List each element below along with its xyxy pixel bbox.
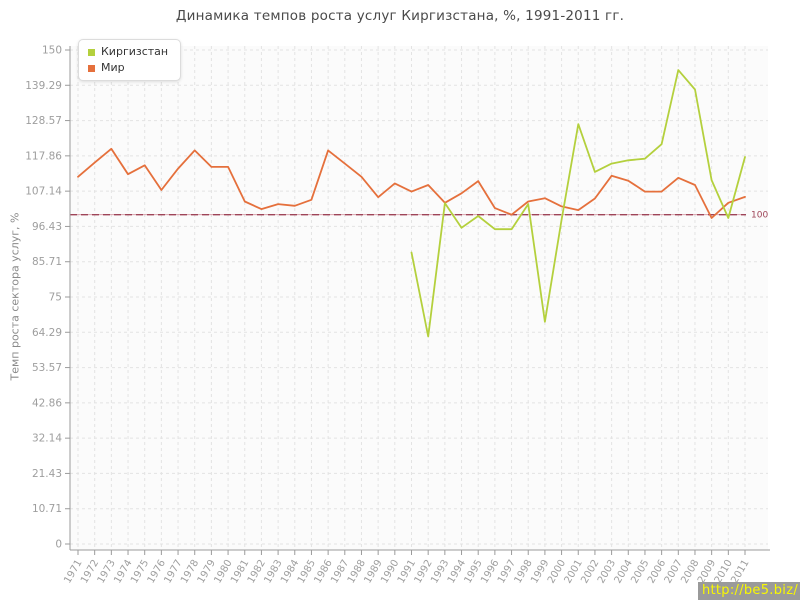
chart-legend: Киргизстан Мир [78,39,182,81]
series-line-Мир [77,147,746,219]
y-tick-label: 96.43 [32,221,62,233]
y-tick-label: 10.71 [32,503,62,515]
series-line-Киргизстан [410,69,746,338]
legend-item-kyrgyzstan: Киргизстан [88,46,168,58]
y-tick-label: 85.71 [32,256,62,268]
y-tick-label: 128.57 [25,115,62,127]
plot-background [70,46,768,550]
legend-item-world: Мир [88,62,168,74]
world-series-swatch-icon [88,64,95,72]
chart-title: Динамика темпов роста услуг Киргизстана,… [175,8,625,24]
y-tick-label: 139.29 [25,80,62,92]
y-tick-label: 117.86 [25,150,62,162]
y-tick-label: 107.14 [25,186,62,198]
x-tick-labels: 1971197219731974197519761977197819791980… [62,558,751,586]
y-tick-labels: 0 10.71 21.43 32.14 42.86 53.57 64.29 75 85.71 96… [25,45,62,551]
reference-line-label: 100 [751,211,768,221]
axes [65,46,770,555]
legend-label: Киргизстан [101,45,169,58]
y-tick-label: 42.86 [32,397,62,409]
y-tick-label: 21.43 [32,468,62,480]
y-tick-label: 150 [42,45,62,57]
y-tick-label: 0 [55,539,62,551]
y-tick-label: 32.14 [32,433,62,445]
legend-label: Мир [101,61,125,74]
y-tick-label: 53.57 [32,362,62,374]
watermark-link[interactable]: http://be5.biz/ [697,582,800,600]
y-tick-label: 75 [49,292,62,304]
kyrgyzstan-series-swatch-icon [88,48,95,56]
y-tick-label: 64.29 [32,327,62,339]
gridlines [70,46,768,550]
